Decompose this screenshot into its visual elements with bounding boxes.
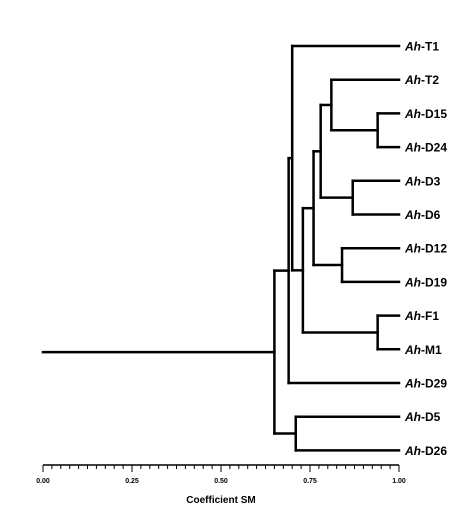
leaf-label-suffix: -F1 [421,309,439,323]
x-axis-title: Coefficient SM [186,495,255,506]
leaf-label-suffix: -T2 [421,73,439,87]
leaf-label-suffix: -D15 [421,107,447,121]
x-axis: 0.00 0.25 0.50 0.75 1.00 [36,464,406,485]
leaf-label-d15: Ah-D15 [404,107,447,121]
leaf-label-suffix: -D5 [421,410,441,424]
leaf-label-prefix: Ah [404,377,421,391]
dendrogram-branches [41,44,401,452]
leaf-label-suffix: -D26 [421,444,447,458]
leaf-label-suffix: -D29 [421,377,447,391]
leaf-label-prefix: Ah [404,208,421,222]
leaf-label-prefix: Ah [404,107,421,121]
leaf-labels: Ah-T1Ah-T2Ah-D15Ah-D24Ah-D3Ah-D6Ah-D12Ah… [404,40,447,458]
leaf-label-d29: Ah-D29 [404,377,447,391]
leaf-label-suffix: -D19 [421,275,447,289]
x-tick-label: 0.50 [214,478,228,485]
leaf-label-prefix: Ah [404,275,421,289]
leaf-label-d6: Ah-D6 [404,208,441,222]
x-tick-label: 1.00 [392,478,406,485]
leaf-label-suffix: -D24 [421,141,447,155]
leaf-label-prefix: Ah [404,73,421,87]
leaf-label-prefix: Ah [404,40,421,54]
leaf-label-suffix: -T1 [421,40,439,54]
x-tick-label: 0.00 [36,478,50,485]
leaf-label-t1: Ah-T1 [404,40,439,54]
leaf-label-prefix: Ah [404,343,421,357]
leaf-label-prefix: Ah [404,174,421,188]
x-tick-label: 0.25 [125,478,139,485]
leaf-label-prefix: Ah [404,242,421,256]
leaf-label-f1: Ah-F1 [404,309,439,323]
leaf-label-prefix: Ah [404,444,421,458]
leaf-label-suffix: -D3 [421,174,441,188]
leaf-label-suffix: -D12 [421,242,447,256]
leaf-label-t2: Ah-T2 [404,73,439,87]
leaf-label-prefix: Ah [404,410,421,424]
leaf-label-m1: Ah-M1 [404,343,442,357]
leaf-label-d3: Ah-D3 [404,174,441,188]
leaf-label-d19: Ah-D19 [404,275,447,289]
leaf-label-d5: Ah-D5 [404,410,441,424]
leaf-label-d26: Ah-D26 [404,444,447,458]
leaf-label-suffix: -D6 [421,208,441,222]
leaf-label-d12: Ah-D12 [404,242,447,256]
leaf-label-d24: Ah-D24 [404,141,447,155]
leaf-label-suffix: -M1 [421,343,442,357]
leaf-label-prefix: Ah [404,309,421,323]
leaf-label-prefix: Ah [404,141,421,155]
x-tick-label: 0.75 [303,478,317,485]
